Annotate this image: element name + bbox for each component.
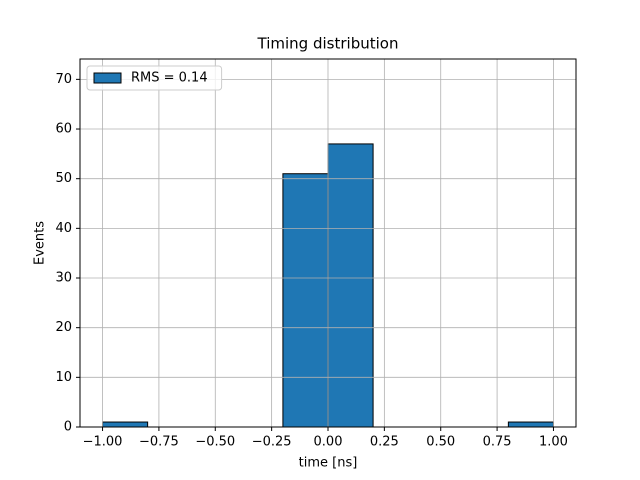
x-tick-label: 0.25 (370, 435, 399, 450)
plot-frame (79, 58, 577, 428)
x-tick-label: 0.75 (483, 435, 512, 450)
y-tick-label: 10 (55, 370, 72, 385)
legend-label: RMS = 0.14 (131, 71, 208, 86)
x-tick-label: 1.00 (539, 435, 568, 450)
y-tick-label: 30 (55, 271, 72, 286)
chart-title: Timing distribution (257, 35, 399, 53)
bar (102, 421, 149, 428)
x-tick-label: −0.25 (252, 435, 292, 450)
y-tick-label: 50 (55, 171, 72, 186)
x-tick-label: −0.50 (195, 435, 235, 450)
x-tick-label: −1.00 (83, 435, 123, 450)
y-tick-label: 60 (55, 122, 72, 137)
y-tick-label: 20 (55, 320, 72, 335)
legend (86, 65, 223, 91)
x-axis-label: time [ns] (299, 456, 358, 471)
bar (282, 173, 329, 428)
bar (327, 143, 374, 428)
y-tick-label: 70 (55, 72, 72, 87)
y-axis-label: Events (33, 221, 48, 265)
y-tick-label: 40 (55, 221, 72, 236)
legend-swatch (93, 72, 122, 84)
y-tick-label: 0 (64, 420, 72, 435)
bar (507, 421, 554, 428)
x-tick-label: 0.50 (426, 435, 455, 450)
x-tick-label: −0.75 (139, 435, 179, 450)
x-tick-label: 0.00 (314, 435, 343, 450)
